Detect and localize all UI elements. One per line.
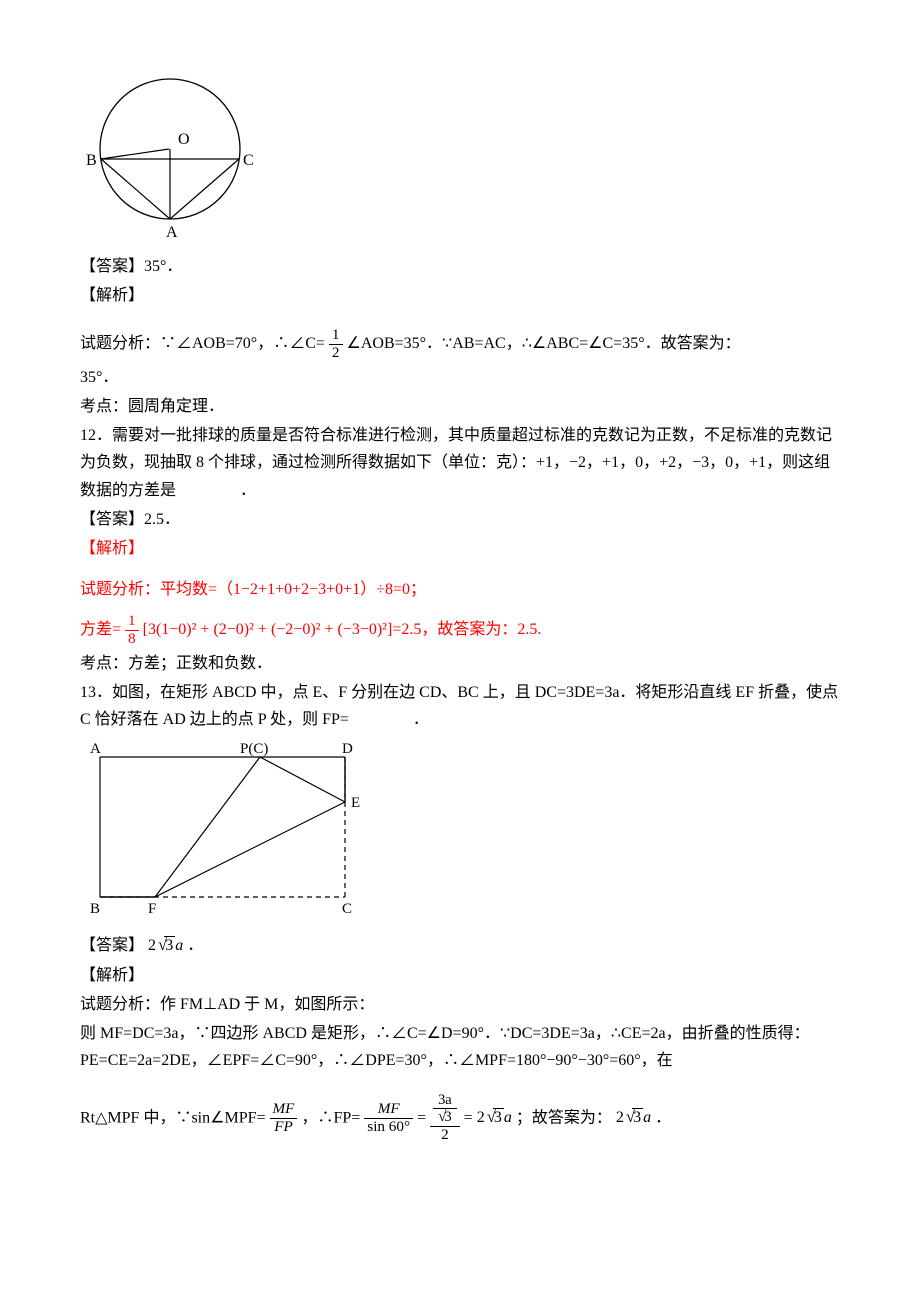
answer-label: 【答案】 xyxy=(80,258,144,275)
rt-mid1: ，∴FP= xyxy=(301,1109,360,1126)
answer-text: 35°． xyxy=(144,258,182,275)
frac-mf-fp: MF FP xyxy=(270,1101,298,1135)
q11-analysis-tail: 35°． xyxy=(80,364,840,391)
q12-point: 考点：方差；正数和负数． xyxy=(80,650,840,677)
q12-blank: ． xyxy=(176,482,256,499)
point-label: 考点： xyxy=(80,398,128,415)
q13-answer: 【答案】 2√3a ． xyxy=(80,931,840,960)
q13-analysis-label: 【解析】 xyxy=(80,962,840,989)
q11-analysis-body: 试题分析：∵∠AOB=70°，∴∠C= 1 2 ∠AOB=35°．∵AB=AC，… xyxy=(80,327,840,361)
q11-analysis-label: 【解析】 xyxy=(80,282,840,309)
label-A: A xyxy=(166,224,178,241)
q12-mean-line: 试题分析：平均数=（1−2+1+0+2−3+0+1）÷8=0； xyxy=(80,576,840,603)
q11-answer: 【答案】35°． xyxy=(80,253,840,280)
fraction-half: 1 2 xyxy=(329,327,343,361)
q11-point: 考点：圆周角定理． xyxy=(80,393,840,420)
variance-pre: 方差= xyxy=(80,621,121,638)
answer-label: 【答案】 xyxy=(80,511,144,528)
point-text: 方差；正数和负数． xyxy=(128,655,272,672)
q12-analysis-label: 【解析】 xyxy=(80,535,840,562)
q13-rt-line: Rt△MPF 中，∵sin∠MPF= MF FP ，∴FP= MF sin 60… xyxy=(80,1093,840,1144)
label-F: F xyxy=(148,901,156,917)
q12-variance-line: 方差= 1 8 [3(1−0)² + (2−0)² + (−2−0)² + (−… xyxy=(80,613,840,647)
label-B: B xyxy=(90,901,100,917)
frac-mf-sin60: MF sin 60° xyxy=(364,1101,413,1135)
point-text: 圆周角定理． xyxy=(128,398,224,415)
variance-post: =2.5，故答案为：2.5. xyxy=(392,621,541,638)
answer-text: 2.5． xyxy=(144,511,180,528)
q12-num: 12． xyxy=(80,427,112,444)
answer-label: 【答案】 xyxy=(80,937,144,954)
q11-analysis-mid: ∠AOB=35°．∵AB=AC，∴∠ABC=∠C=35°．故答案为： xyxy=(347,335,741,352)
q13-line1: 试题分析：作 FM⊥AD 于 M，如图所示： xyxy=(80,991,840,1018)
rt-tail: ；故答案为： xyxy=(516,1109,612,1126)
final-period: ． xyxy=(655,1109,671,1126)
q13-num: 13． xyxy=(80,684,112,701)
q11-circle-diagram: O B C A xyxy=(80,64,840,249)
variance-expr: [3(1−0)² + (2−0)² + (−2−0)² + (−3−0)²] xyxy=(143,621,393,638)
rt-ans: 2√3a xyxy=(477,1109,516,1126)
label-C: C xyxy=(243,152,254,169)
q12-stem: 12．需要对一批排球的质量是否符合标准进行检测，其中质量超过标准的克数记为正数，… xyxy=(80,422,840,504)
answer-expr: 2√3a xyxy=(148,937,187,954)
label-P: P(C) xyxy=(240,741,268,757)
rt-pre: Rt△MPF 中，∵sin∠MPF= xyxy=(80,1109,266,1126)
label-D: D xyxy=(342,741,353,757)
document-page: O B C A 【答案】35°． 【解析】 试题分析：∵∠AOB=70°，∴∠C… xyxy=(80,64,840,1144)
rt-final: 2√3a xyxy=(616,1109,655,1126)
q13-stem: 13．如图，在矩形 ABCD 中，点 E、F 分别在边 CD、BC 上，且 DC… xyxy=(80,679,840,733)
q13-line2: 则 MF=DC=3a，∵四边形 ABCD 是矩形，∴∠C=∠D=90°．∵DC=… xyxy=(80,1020,840,1074)
eq2: = xyxy=(464,1109,473,1126)
period: ． xyxy=(187,937,203,954)
rect-diagram-svg: A D B C P(C) E F xyxy=(80,737,370,927)
fraction-one-eighth: 1 8 xyxy=(125,613,139,647)
frac-3a-sqrt3-over2: 3a √3 2 xyxy=(430,1093,460,1144)
q13-stem-text: 如图，在矩形 ABCD 中，点 E、F 分别在边 CD、BC 上，且 DC=3D… xyxy=(80,684,838,728)
label-E: E xyxy=(351,795,360,811)
q13-rect-diagram: A D B C P(C) E F xyxy=(80,737,840,927)
label-A: A xyxy=(90,741,101,757)
point-label: 考点： xyxy=(80,655,128,672)
label-C: C xyxy=(342,901,352,917)
q11-analysis-pre: 试题分析：∵∠AOB=70°，∴∠C= xyxy=(80,335,325,352)
q12-answer: 【答案】2.5． xyxy=(80,506,840,533)
label-B: B xyxy=(86,152,97,169)
label-O: O xyxy=(178,131,190,148)
circle-diagram-svg: O B C A xyxy=(80,64,260,249)
eq1: = xyxy=(417,1109,426,1126)
q13-blank: ． xyxy=(349,711,429,728)
